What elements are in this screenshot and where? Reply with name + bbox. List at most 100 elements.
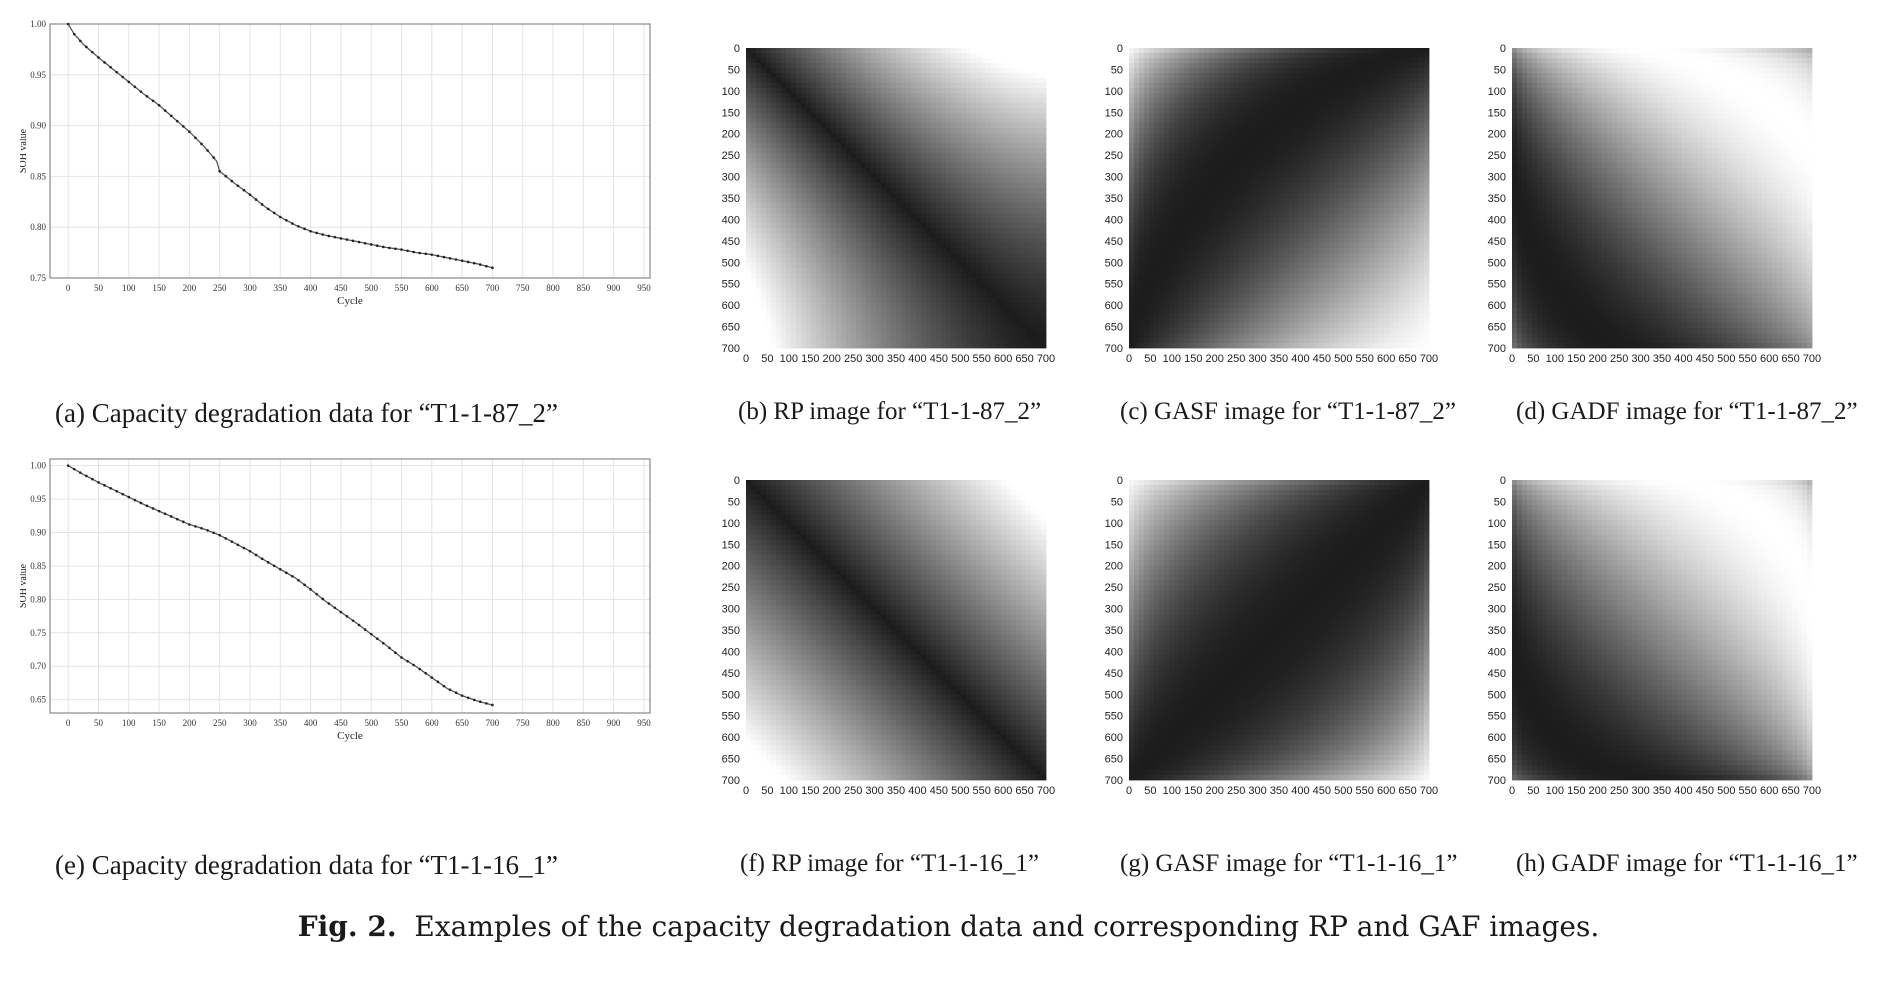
heatmap-cell	[976, 48, 982, 54]
heatmap-cell	[1424, 123, 1430, 129]
heatmap-cell	[1169, 138, 1175, 144]
heatmap-cell	[1016, 168, 1022, 174]
heatmap-cell	[1129, 128, 1135, 134]
heatmap-cell	[761, 168, 767, 174]
heatmap-cell	[1011, 288, 1017, 294]
heatmap-cell	[1011, 68, 1017, 74]
heatmap-cell	[786, 78, 792, 84]
heatmap-cell	[886, 158, 892, 164]
heatmap-cell	[871, 268, 877, 274]
heatmap-cell	[881, 258, 887, 264]
heatmap-cell	[1394, 123, 1400, 129]
heatmap-cell	[876, 198, 882, 204]
heatmap-cell	[1011, 298, 1017, 304]
heatmap-cell	[866, 73, 872, 79]
heatmap-cell	[941, 213, 947, 219]
heatmap-cell	[996, 283, 1002, 289]
heatmap-cell	[1026, 118, 1032, 124]
heatmap-cell	[841, 108, 847, 114]
heatmap-cell	[1016, 128, 1022, 134]
heatmap-cell	[891, 258, 897, 264]
heatmap-cell	[1399, 108, 1405, 114]
heatmap-cell	[846, 88, 852, 94]
heatmap-cell	[806, 283, 812, 289]
heatmap-cell	[896, 83, 902, 89]
heatmap-cell	[1001, 263, 1007, 269]
heatmap-cell	[761, 183, 767, 189]
heatmap-cell	[1294, 128, 1300, 134]
heatmap-cell	[796, 248, 802, 254]
heatmap-cell	[936, 273, 942, 279]
heatmap-cell	[1319, 118, 1325, 124]
heatmap-cell	[796, 148, 802, 154]
heatmap-cell	[811, 198, 817, 204]
heatmap-cell	[1359, 83, 1365, 89]
heatmap-cell	[946, 218, 952, 224]
heatmap-cell	[1036, 218, 1042, 224]
heatmap-cell	[1214, 63, 1220, 69]
heatmap-cell	[871, 313, 877, 319]
heatmap-cell	[866, 88, 872, 94]
heatmap-cell	[856, 128, 862, 134]
heatmap-cell	[996, 268, 1002, 274]
heatmap-cell	[1174, 63, 1180, 69]
heatmap-cell	[936, 248, 942, 254]
heatmap-cell	[851, 88, 857, 94]
heatmap-cell	[1011, 163, 1017, 169]
heatmap-cell	[1134, 78, 1140, 84]
heatmap-cell	[871, 333, 877, 339]
heatmap-cell	[756, 173, 762, 179]
heatmap-cell	[811, 278, 817, 284]
heatmap-cell	[1006, 308, 1012, 314]
heatmap-cell	[976, 93, 982, 99]
heatmap-cell	[921, 178, 927, 184]
heatmap-cell	[836, 73, 842, 79]
heatmap-cell	[801, 213, 807, 219]
heatmap-cell	[851, 208, 857, 214]
heatmap-cell	[911, 78, 917, 84]
heatmap-cell	[956, 278, 962, 284]
heatmap-cell	[751, 308, 757, 314]
heatmap-cell	[1006, 68, 1012, 74]
heatmap-cell	[936, 223, 942, 229]
heatmap-cell	[1031, 303, 1037, 309]
heatmap-cell	[1026, 253, 1032, 259]
heatmap-cell	[941, 98, 947, 104]
soh-data-point	[406, 659, 409, 663]
heatmap-cell	[991, 88, 997, 94]
heatmap-cell	[1279, 113, 1285, 119]
soh-data-point	[230, 540, 234, 543]
heatmap-cell	[766, 53, 772, 59]
heatmap-cell	[1274, 78, 1280, 84]
heatmap-cell	[956, 288, 962, 294]
heatmap-cell	[776, 338, 782, 344]
heatmap-cell	[786, 133, 792, 139]
heatmap-cell	[1259, 93, 1265, 99]
heatmap-cell	[831, 78, 837, 84]
heatmap-cell	[786, 268, 792, 274]
heatmap-cell	[1214, 53, 1220, 59]
heatmap-cell	[1299, 63, 1305, 69]
soh-data-point	[315, 231, 318, 235]
heatmap-cell	[956, 63, 962, 69]
heatmap-cell	[801, 243, 807, 249]
heatmap-cell	[921, 138, 927, 144]
heatmap-cell	[841, 48, 847, 54]
heatmap-cell	[951, 223, 957, 229]
heatmap-cell	[871, 208, 877, 214]
heatmap-cell	[1264, 103, 1270, 109]
heatmap-cell	[771, 138, 777, 144]
heatmap-cell	[846, 148, 852, 154]
heatmap-cell	[1414, 93, 1420, 99]
x-tick-label: 150	[801, 353, 819, 365]
heatmap-cell	[971, 333, 977, 339]
heatmap-cell	[1031, 68, 1037, 74]
heatmap-cell	[966, 128, 972, 134]
soh-data-point	[333, 235, 337, 239]
heatmap-cell	[756, 138, 762, 144]
heatmap-cell	[1339, 83, 1345, 89]
heatmap-cell	[851, 228, 857, 234]
heatmap-cell	[911, 93, 917, 99]
y-tick-label: 0.75	[30, 273, 46, 283]
heatmap-cell	[861, 158, 867, 164]
